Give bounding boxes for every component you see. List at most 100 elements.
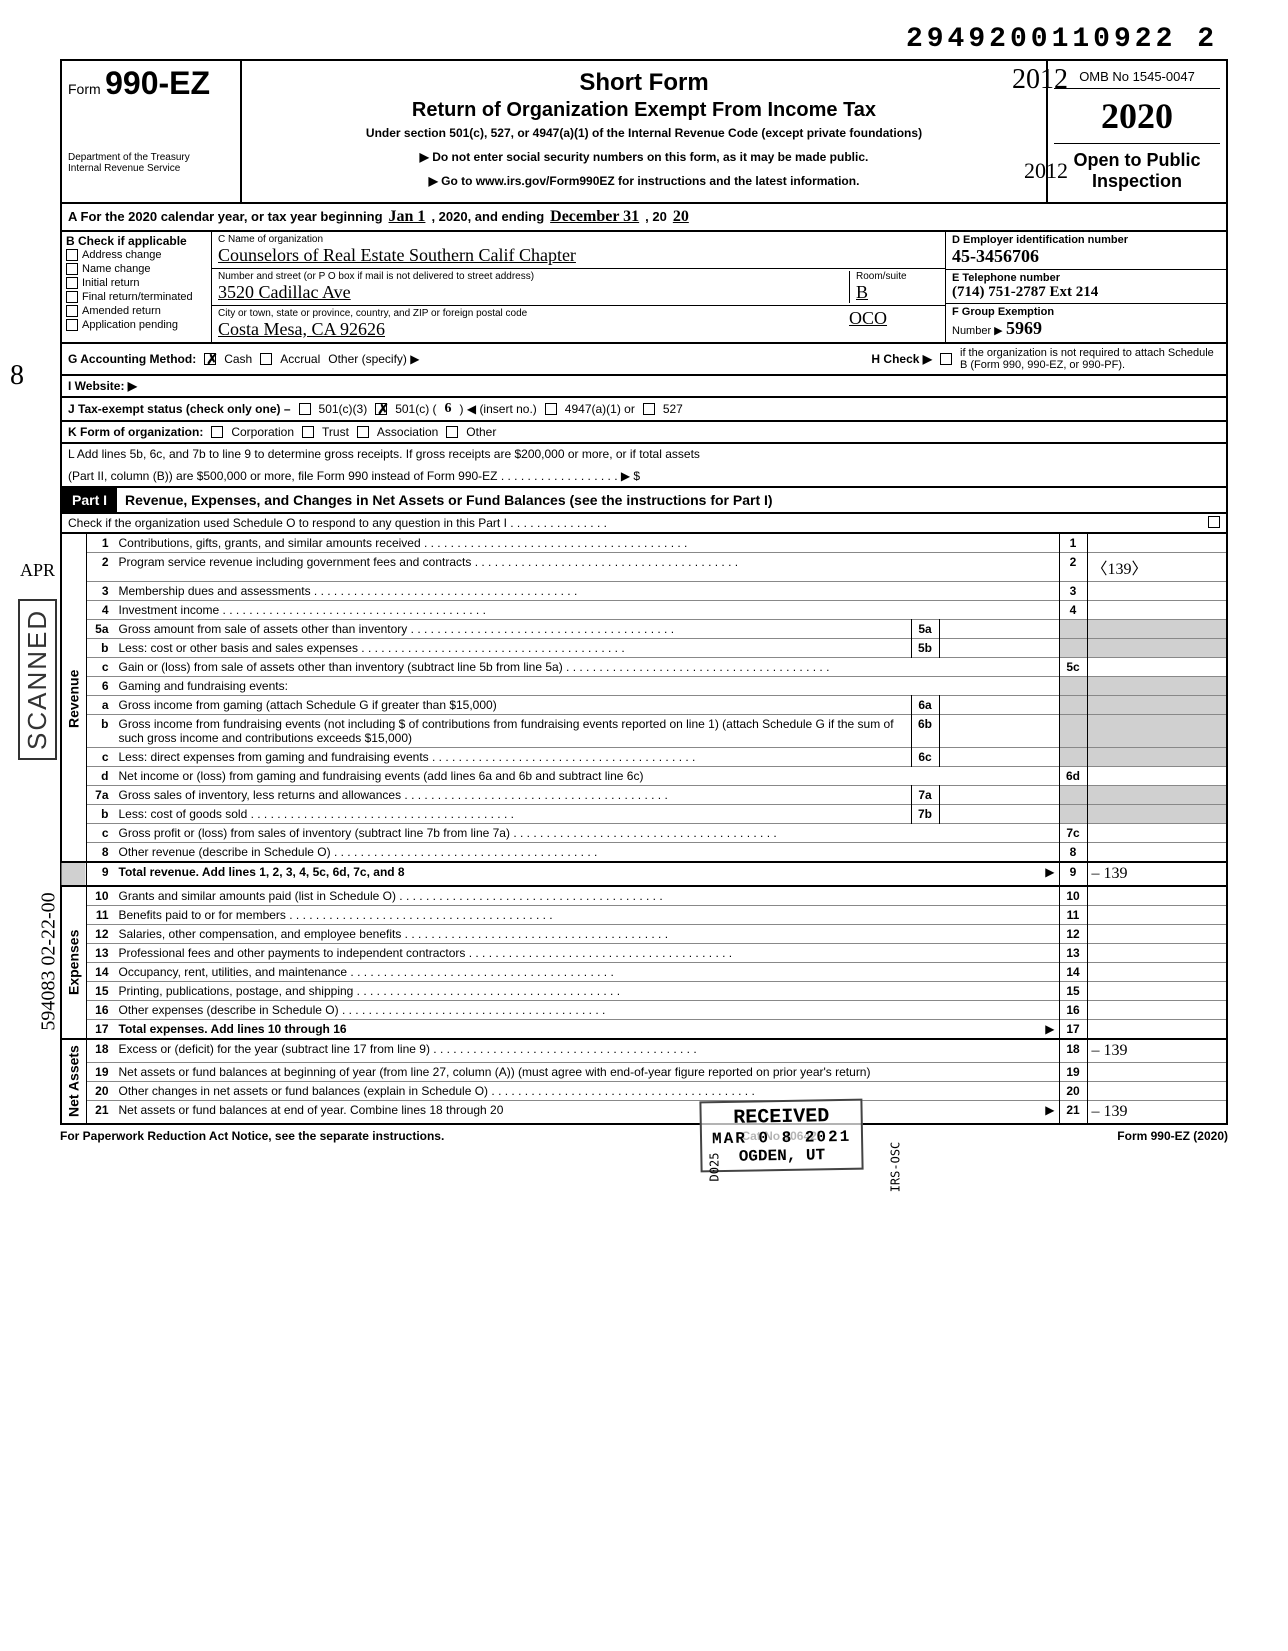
title-warn: ▶ Do not enter social security numbers o…: [248, 150, 1040, 164]
l21-d: Net assets or fund balances at end of ye…: [119, 1103, 504, 1117]
cb-501c[interactable]: [375, 403, 387, 415]
l12-rn: 12: [1059, 925, 1087, 944]
b-opt-2: Initial return: [82, 277, 139, 289]
l7a-n: 7a: [87, 786, 115, 805]
stamp-side1: D025: [707, 1153, 721, 1182]
cb-4947[interactable]: [545, 403, 557, 415]
g-opt-2: Other (specify) ▶: [328, 352, 419, 366]
l1-n: 1: [87, 534, 115, 553]
margin-eight: 8: [10, 360, 24, 392]
handwritten-year-mid: 2012: [1024, 158, 1068, 184]
f-label2: Number ▶: [952, 325, 1003, 337]
taxyear-label3: , 20: [645, 209, 667, 224]
cb-other[interactable]: [446, 426, 458, 438]
cb-amended-return[interactable]: [66, 305, 78, 317]
l4-n: 4: [87, 601, 115, 620]
l3-n: 3: [87, 582, 115, 601]
l15-d: Printing, publications, postage, and shi…: [115, 982, 1060, 1001]
cb-name-change[interactable]: [66, 263, 78, 275]
f-label: F Group Exemption: [952, 306, 1220, 318]
l7b-n: b: [87, 805, 115, 824]
l19-rn: 19: [1059, 1063, 1087, 1082]
l6a-d: Gross income from gaming (attach Schedul…: [115, 696, 912, 715]
l5c-d: Gain or (loss) from sale of assets other…: [115, 658, 1060, 677]
l7a-d: Gross sales of inventory, less returns a…: [115, 786, 912, 805]
b-opt-3: Final return/terminated: [82, 291, 193, 303]
b-opt-1: Name change: [82, 263, 151, 275]
cb-527[interactable]: [643, 403, 655, 415]
l5b-d: Less: cost or other basis and sales expe…: [115, 639, 912, 658]
row-k: K Form of organization: Corporation Trus…: [60, 422, 1228, 444]
l18-amt: – 139: [1092, 1042, 1128, 1059]
cb-initial-return[interactable]: [66, 277, 78, 289]
cb-trust[interactable]: [302, 426, 314, 438]
g-opt-0: Cash: [224, 352, 252, 366]
l6b-d: Gross income from fundraising events (no…: [115, 715, 912, 748]
l19-d: Net assets or fund balances at beginning…: [115, 1063, 1060, 1082]
l18-rn: 18: [1059, 1039, 1087, 1063]
b-header: B Check if applicable: [66, 234, 207, 248]
cb-schedule-b[interactable]: [940, 353, 952, 365]
d-value: 45-3456706: [952, 246, 1039, 266]
cb-accrual[interactable]: [260, 353, 272, 365]
cb-final-return[interactable]: [66, 291, 78, 303]
l10-n: 10: [87, 886, 115, 906]
l18-d: Excess or (deficit) for the year (subtra…: [115, 1039, 1060, 1063]
l-line2: (Part II, column (B)) are $500,000 or mo…: [68, 469, 640, 483]
l21-n: 21: [87, 1101, 115, 1125]
lines-table: Revenue 1 Contributions, gifts, grants, …: [60, 534, 1228, 1125]
row-l: L Add lines 5b, 6c, and 7b to line 9 to …: [60, 444, 1228, 488]
c-room-value: B: [856, 282, 868, 303]
stamp-loc: OGDEN, UT: [712, 1146, 852, 1166]
l13-rn: 13: [1059, 944, 1087, 963]
l1-rn: 1: [1059, 534, 1087, 553]
e-value: (714) 751-2787 Ext 214: [952, 284, 1098, 300]
omb-number: OMB No 1545-0047: [1054, 65, 1220, 89]
c-city-value: Costa Mesa, CA 92626: [218, 319, 385, 340]
l15-n: 15: [87, 982, 115, 1001]
scanned-stamp: SCANNED: [18, 599, 57, 760]
c-room-label: Room/suite: [856, 271, 939, 282]
l6c-in: 6c: [911, 748, 939, 767]
l5b-in: 5b: [911, 639, 939, 658]
k-opt-1: Trust: [322, 425, 349, 439]
l20-n: 20: [87, 1082, 115, 1101]
k-opt-0: Corporation: [231, 425, 294, 439]
cb-501c3[interactable]: [299, 403, 311, 415]
part1-label: Part I: [62, 488, 117, 512]
l9-amt: – 139: [1092, 865, 1128, 882]
cb-address-change[interactable]: [66, 249, 78, 261]
l9-rn: 9: [1059, 862, 1087, 886]
cb-assoc[interactable]: [357, 426, 369, 438]
l7b-d: Less: cost of goods sold: [115, 805, 912, 824]
form-number: 990-EZ: [105, 65, 210, 101]
l20-d: Other changes in net assets or fund bala…: [115, 1082, 1060, 1101]
l6-n: 6: [87, 677, 115, 696]
l7b-in: 7b: [911, 805, 939, 824]
stamp-side2: IRS-OSC: [888, 1142, 902, 1193]
c-addr-value: 3520 Cadillac Ave: [218, 282, 351, 303]
cb-part1-schedO[interactable]: [1208, 516, 1220, 528]
title-short: Short Form: [248, 69, 1040, 97]
j-label: J Tax-exempt status (check only one) –: [68, 402, 291, 416]
l13-d: Professional fees and other payments to …: [115, 944, 1060, 963]
footer-left: For Paperwork Reduction Act Notice, see …: [60, 1129, 444, 1143]
stamp-date: MAR 0 8 2021: [712, 1128, 852, 1148]
stamp-received-text: RECEIVED: [711, 1105, 851, 1130]
l2-rn: 2: [1059, 553, 1087, 582]
l9-d: Total revenue. Add lines 1, 2, 3, 4, 5c,…: [119, 865, 405, 879]
taxyear-label1: A For the 2020 calendar year, or tax yea…: [68, 209, 383, 224]
l2-amt: 〈139〉: [1092, 561, 1148, 578]
stamp-received: RECEIVED MAR 0 8 2021 OGDEN, UT: [699, 1099, 863, 1173]
cb-corp[interactable]: [211, 426, 223, 438]
j-opt-3: 4947(a)(1) or: [565, 402, 635, 416]
k-opt-2: Association: [377, 425, 438, 439]
part1-header: Part I Revenue, Expenses, and Changes in…: [60, 488, 1228, 514]
l6d-rn: 6d: [1059, 767, 1087, 786]
l4-rn: 4: [1059, 601, 1087, 620]
l6a-n: a: [87, 696, 115, 715]
cb-application-pending[interactable]: [66, 319, 78, 331]
l6b-in: 6b: [911, 715, 939, 748]
cb-cash[interactable]: [204, 353, 216, 365]
l19-n: 19: [87, 1063, 115, 1082]
